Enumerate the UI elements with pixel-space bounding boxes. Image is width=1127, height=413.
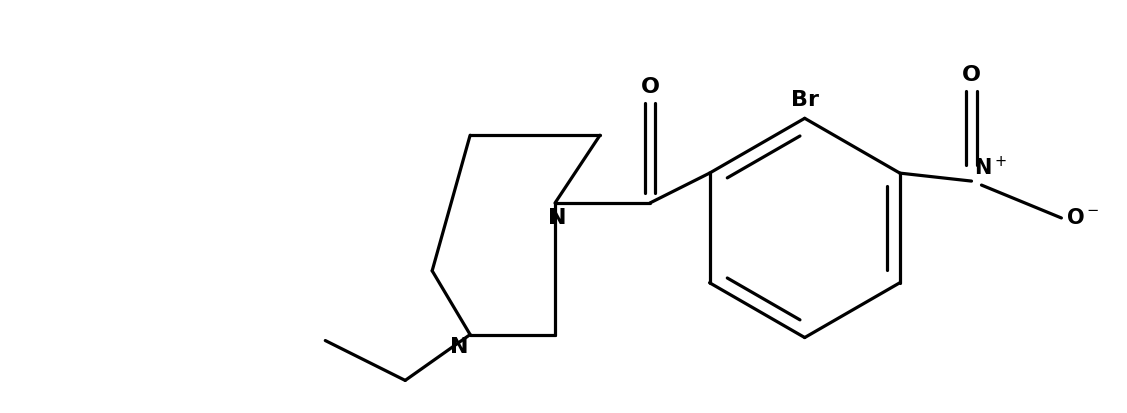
Text: N$^+$: N$^+$ — [975, 156, 1008, 179]
Text: Br: Br — [791, 90, 818, 110]
Text: O$^-$: O$^-$ — [1066, 208, 1100, 228]
Text: N: N — [450, 337, 468, 356]
Text: N: N — [548, 208, 566, 228]
Text: O: O — [962, 65, 980, 85]
Text: O: O — [640, 77, 659, 97]
